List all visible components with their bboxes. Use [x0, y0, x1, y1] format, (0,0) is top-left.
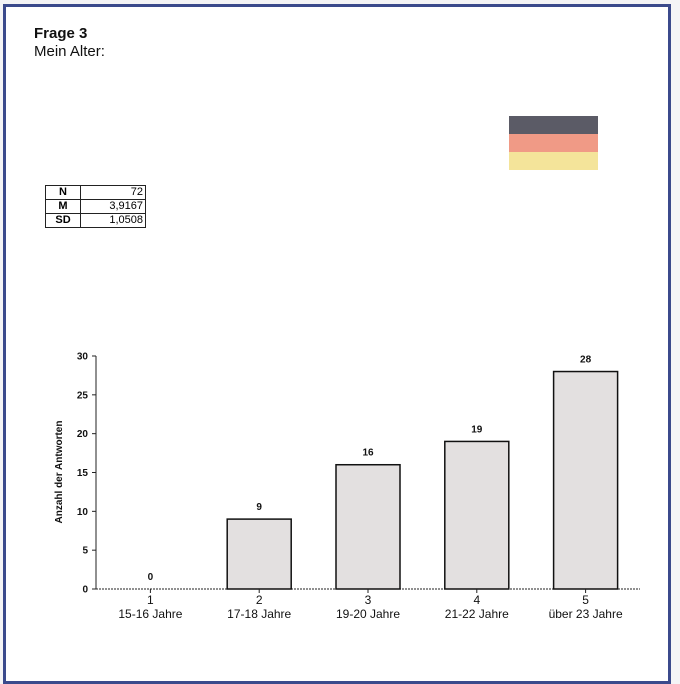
y-tick-label: 0 — [82, 585, 88, 596]
x-tick-sublabel: über 23 Jahre — [549, 607, 623, 621]
x-tick-label: 3 — [365, 593, 372, 607]
data-label: 28 — [580, 355, 592, 366]
page-title: Frage 3 — [34, 25, 88, 42]
bar — [226, 518, 292, 590]
x-tick-label: 5 — [582, 593, 589, 607]
x-tick-sublabel: 15-16 Jahre — [118, 607, 182, 621]
data-label: 19 — [471, 424, 483, 435]
x-tick-label: 2 — [256, 593, 263, 607]
data-label: 0 — [148, 572, 154, 583]
x-tick-label: 4 — [473, 593, 480, 607]
x-tick-label: 1 — [147, 593, 154, 607]
stats-value: 1,0508 — [80, 213, 146, 228]
y-axis-label: Anzahl der Antworten — [54, 421, 65, 524]
stats-row-sd: SD 1,0508 — [45, 213, 146, 228]
flag-band-middle — [509, 134, 598, 152]
x-tick-sublabel: 21-22 Jahre — [445, 607, 509, 621]
german-flag-icon — [509, 116, 598, 170]
bar — [552, 370, 619, 590]
y-tick-label: 25 — [77, 390, 89, 401]
data-label: 16 — [362, 448, 374, 459]
stats-table: N 72 M 3,9167 SD 1,0508 — [45, 185, 146, 228]
y-tick-label: 30 — [77, 352, 89, 363]
flag-band-bottom — [509, 152, 598, 170]
bar — [444, 440, 510, 590]
bar — [335, 463, 401, 590]
y-tick-label: 10 — [77, 507, 89, 518]
y-tick-label: 5 — [82, 546, 88, 557]
x-tick-sublabel: 17-18 Jahre — [227, 607, 291, 621]
y-tick-label: 15 — [77, 468, 89, 479]
data-label: 9 — [256, 502, 262, 513]
x-tick-sublabel: 19-20 Jahre — [336, 607, 400, 621]
stats-key: SD — [45, 213, 81, 228]
question-text: Mein Alter: — [34, 43, 105, 60]
flag-band-top — [509, 116, 598, 134]
y-tick-label: 20 — [77, 429, 89, 440]
